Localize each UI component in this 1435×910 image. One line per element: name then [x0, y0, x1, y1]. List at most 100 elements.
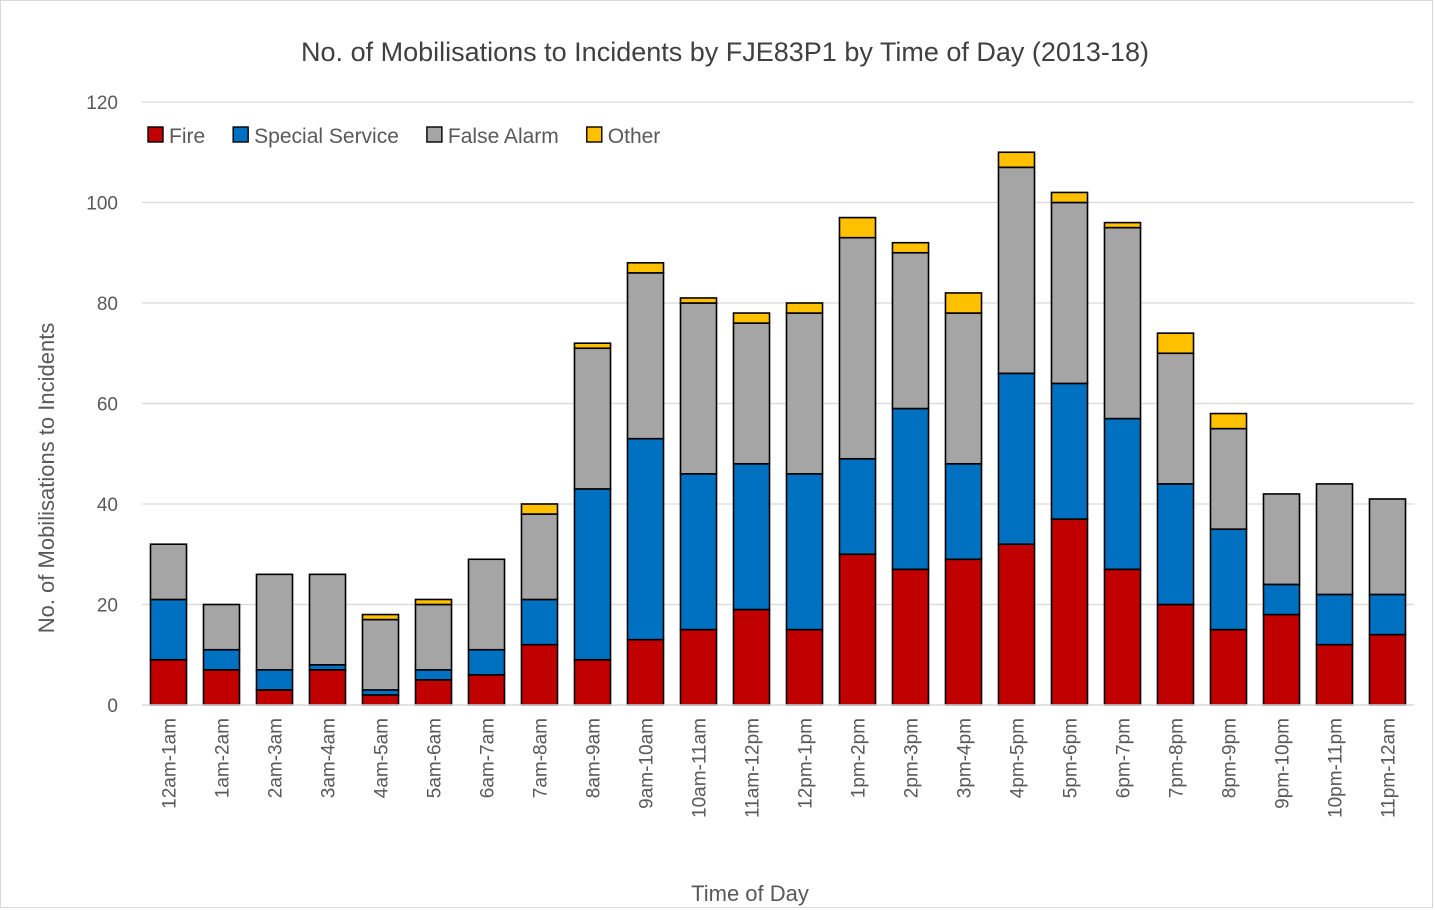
bar-stack-11pm-12am [1368, 498, 1407, 706]
x-tick-label-4pm-5pm: 4pm-5pm [1008, 718, 1029, 798]
bar-fire-1pm-2pm [838, 553, 877, 706]
bar-stack-5pm-6pm [1050, 191, 1089, 706]
bar-fire-9pm-10pm [1262, 613, 1301, 706]
bar-false-alarm-9am-10am [626, 272, 665, 440]
x-tick-label-3am-4am: 3am-4am [319, 718, 340, 798]
bars [149, 151, 1407, 706]
bar-false-alarm-11am-12pm [732, 322, 771, 465]
x-tick-label-2am-3am: 2am-3am [266, 718, 287, 798]
bar-special-service-6pm-7pm [1103, 417, 1142, 571]
bar-special-service-2am-3am [255, 669, 294, 691]
chart-title: No. of Mobilisations to Incidents by FJE… [301, 37, 1149, 67]
bar-other-3pm-4pm [944, 292, 983, 314]
bar-fire-8pm-9pm [1209, 628, 1248, 706]
bar-special-service-9am-10am [626, 437, 665, 641]
x-tick-label-8pm-9pm: 8pm-9pm [1220, 718, 1241, 798]
bar-stack-7pm-8pm [1156, 332, 1195, 706]
x-tick-label-9pm-10pm: 9pm-10pm [1273, 718, 1294, 809]
bar-other-11am-12pm [732, 312, 771, 324]
bar-special-service-9pm-10pm [1262, 583, 1301, 616]
bar-special-service-3pm-4pm [944, 462, 983, 561]
bar-fire-12pm-1pm [785, 628, 824, 706]
bar-false-alarm-10am-11am [679, 302, 718, 475]
x-tick-label-7am-8am: 7am-8am [531, 718, 552, 798]
x-tick-label-6am-7am: 6am-7am [478, 718, 499, 798]
legend-label-fire: Fire [169, 125, 205, 148]
y-tick-label-20: 20 [97, 596, 118, 617]
bar-special-service-12pm-1pm [785, 473, 824, 631]
bar-false-alarm-5am-6am [414, 603, 453, 671]
bar-fire-5am-6am [414, 679, 453, 706]
bar-special-service-11am-12pm [732, 462, 771, 611]
y-axis-title: No. of Mobilisations to Incidents [34, 323, 59, 634]
bar-stack-9pm-10pm [1262, 493, 1301, 706]
bar-stack-11am-12pm [732, 312, 771, 706]
bar-other-6pm-7pm [1103, 221, 1142, 229]
bar-other-7am-8am [520, 503, 559, 515]
bar-special-service-11pm-12am [1368, 593, 1407, 636]
legend-swatch-false-alarm [426, 126, 443, 143]
x-axis-ticks: 12am-1am 1am-2am 2am-3am 3am-4am 4am-5am 5am-… [160, 718, 1400, 818]
bar-false-alarm-12pm-1pm [785, 312, 824, 475]
bar-stack-4pm-5pm [997, 151, 1036, 706]
legend-item-fire: Fire [147, 125, 205, 148]
bar-fire-8am-9am [573, 658, 612, 706]
legend-label-other: Other [608, 125, 661, 148]
bar-false-alarm-9pm-10pm [1262, 493, 1301, 586]
bar-special-service-4pm-5pm [997, 372, 1036, 546]
bar-stack-5am-6am [414, 598, 453, 706]
bar-false-alarm-5pm-6pm [1050, 201, 1089, 385]
bar-stack-6am-7am [467, 558, 506, 706]
bar-stack-1pm-2pm [838, 216, 877, 706]
x-tick-label-5pm-6pm: 5pm-6pm [1061, 718, 1082, 798]
bar-stack-2am-3am [255, 573, 294, 706]
x-tick-label-6pm-7pm: 6pm-7pm [1114, 718, 1135, 798]
bar-stack-9am-10am [626, 261, 665, 706]
bar-false-alarm-8pm-9pm [1209, 427, 1248, 530]
legend-item-false-alarm: False Alarm [426, 125, 559, 148]
x-tick-label-2pm-3pm: 2pm-3pm [902, 718, 923, 798]
bar-stack-12pm-1pm [785, 302, 824, 706]
bar-stack-3pm-4pm [944, 292, 983, 706]
bar-false-alarm-8am-9am [573, 347, 612, 490]
y-tick-label-80: 80 [97, 294, 118, 315]
bar-special-service-10pm-11pm [1315, 593, 1354, 646]
bar-false-alarm-2am-3am [255, 573, 294, 671]
bar-other-1pm-2pm [838, 216, 877, 239]
bar-stack-4am-5am [361, 613, 400, 706]
bar-special-service-1am-2am [202, 648, 241, 671]
bar-fire-2am-3am [255, 689, 294, 706]
bar-stack-10pm-11pm [1315, 483, 1354, 706]
x-tick-label-7pm-8pm: 7pm-8pm [1167, 718, 1188, 798]
bar-false-alarm-6pm-7pm [1103, 226, 1142, 420]
legend: Fire Special Service False Alarm Other [147, 125, 661, 148]
bar-stack-6pm-7pm [1103, 221, 1142, 706]
bar-special-service-7am-8am [520, 598, 559, 646]
bar-stack-7am-8am [520, 503, 559, 706]
bar-fire-4am-5am [361, 694, 400, 706]
x-tick-label-10pm-11pm: 10pm-11pm [1326, 718, 1347, 818]
bar-other-7pm-8pm [1156, 332, 1195, 355]
legend-item-other: Other [586, 125, 661, 148]
legend-item-special-service: Special Service [232, 125, 399, 148]
bar-stack-2pm-3pm [891, 241, 930, 706]
legend-swatch-special-service [232, 126, 249, 143]
bar-special-service-5pm-6pm [1050, 382, 1089, 520]
bar-fire-1am-2am [202, 669, 241, 706]
bar-stack-8pm-9pm [1209, 412, 1248, 706]
x-tick-label-9am-10am: 9am-10am [637, 718, 658, 809]
bar-special-service-5am-6am [414, 669, 453, 681]
bar-fire-7pm-8pm [1156, 603, 1195, 706]
bar-false-alarm-3am-4am [308, 573, 347, 666]
x-tick-label-4am-5am: 4am-5am [372, 718, 393, 798]
bar-fire-6am-7am [467, 674, 506, 706]
bar-other-5pm-6pm [1050, 191, 1089, 204]
y-tick-label-0: 0 [107, 696, 118, 717]
bar-other-10am-11am [679, 297, 718, 304]
y-tick-label-60: 60 [97, 395, 118, 416]
bar-special-service-6am-7am [467, 648, 506, 676]
x-tick-label-11am-12pm: 11am-12pm [743, 718, 764, 818]
bar-stack-3am-4am [308, 573, 347, 706]
